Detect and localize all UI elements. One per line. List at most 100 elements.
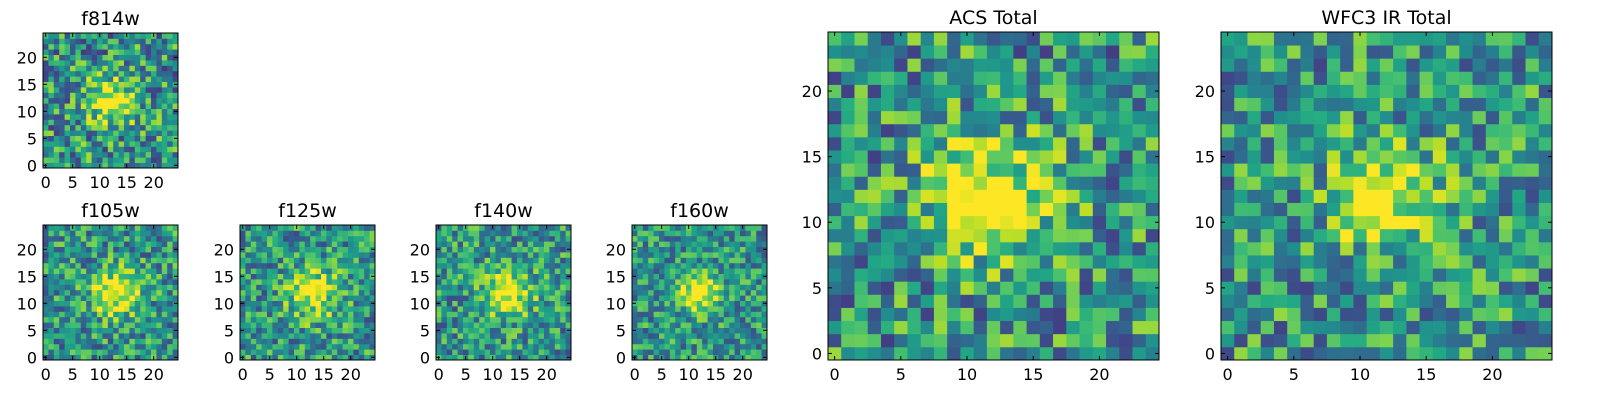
heatmap-cell [107,76,114,82]
heatmap-cell [669,316,676,323]
heatmap-cell [544,343,550,350]
heatmap-cell [1512,320,1526,335]
heatmap-cell [337,333,343,339]
heatmap-cell [1525,241,1540,256]
heatmap-cell [53,354,60,361]
heatmap-cell [538,338,545,345]
heatmap-cell [145,76,152,82]
heatmap-cell [1079,228,1094,243]
heatmap-cell [484,230,491,237]
heatmap-cell [124,60,130,66]
heatmap-cell [484,354,491,361]
heatmap-cell [669,262,676,269]
heatmap-cell [364,349,370,355]
heatmap-cell [479,311,485,318]
heatmap-cell [669,289,676,296]
heatmap-cell [446,246,453,253]
heatmap-cell [920,307,935,322]
heatmap-cell [549,257,556,264]
heatmap-cell [337,327,343,334]
heatmap-cell [446,235,453,242]
heatmap-cell [43,87,49,93]
heatmap-cell [1472,150,1487,164]
heatmap-cell [97,157,103,163]
heatmap-cell [283,241,289,247]
heatmap-cell [1485,97,1500,112]
heatmap-cell [331,338,338,345]
heatmap-cell [326,230,333,237]
heatmap-cell [113,135,119,142]
heatmap-cell [696,235,703,242]
heatmap-cell [294,316,300,323]
heatmap-cell [161,230,168,237]
heatmap-cell [527,316,534,323]
heatmap-cell [653,316,660,323]
heatmap-cell [554,349,561,355]
heatmap-cell [272,235,279,242]
heatmap-cell [277,262,284,269]
heatmap-cell [500,354,507,361]
heatmap-cell [452,338,458,345]
heatmap-cell [750,333,757,339]
heatmap-cell [920,346,935,361]
heatmap-cell [933,346,948,361]
heatmap-cell [457,279,464,285]
heatmap-cell [1485,215,1500,230]
heatmap-cell [745,262,752,269]
heatmap-cell [745,311,752,318]
heatmap-cell [80,157,87,163]
heatmap-cell [511,300,518,307]
heatmap-cell [490,300,496,307]
heatmap-cell [167,225,173,231]
heatmap-cell [1013,215,1027,230]
heatmap-cell [723,333,730,339]
heatmap-cell [129,268,136,274]
heatmap-cell [75,119,82,126]
heatmap-cell [48,268,55,274]
heatmap-cell [920,320,935,335]
heatmap-cell [527,273,534,280]
heatmap-cell [151,97,157,104]
heatmap-cell [506,306,512,312]
heatmap-cell [880,97,895,112]
heatmap-cell [134,157,141,163]
heatmap-cell [907,123,922,138]
heatmap-cell [283,306,289,312]
heatmap-cell [920,71,935,85]
heatmap-cell [167,162,173,169]
heatmap-cell [140,316,146,323]
heatmap-cell [113,343,119,350]
heatmap-cell [1432,346,1447,361]
heatmap-cell [544,284,550,291]
heatmap-cell [696,327,703,334]
heatmap-cell [756,246,762,253]
heatmap-cell [1079,215,1094,230]
heatmap-cell [490,311,496,318]
heatmap-cell [283,225,289,231]
heatmap-cell [48,38,55,45]
heatmap-cell [441,327,448,334]
heatmap-cell [707,235,714,242]
heatmap-cell [659,246,665,253]
heatmap-cell [686,241,692,247]
heatmap-cell [750,349,757,355]
heatmap-cell [277,257,284,264]
heatmap-cell [642,257,649,264]
heatmap-cell [1026,84,1041,98]
heatmap-cell [53,81,60,88]
heatmap-cell [64,54,71,61]
heatmap-cell [64,97,71,104]
heatmap-cell [91,230,98,237]
heatmap-cell [1538,163,1553,177]
heatmap-cell [960,268,975,282]
heatmap-cell [156,49,163,55]
heatmap-cell [756,333,762,339]
heatmap-cell [59,33,65,39]
heatmap-cell [1247,150,1262,164]
heatmap-cell [691,322,698,328]
heatmap-cell [691,268,698,274]
heatmap-cell [1026,281,1041,295]
heatmap-cell [1485,123,1500,138]
heatmap-cell [1039,150,1054,164]
heatmap-cell [745,343,752,350]
